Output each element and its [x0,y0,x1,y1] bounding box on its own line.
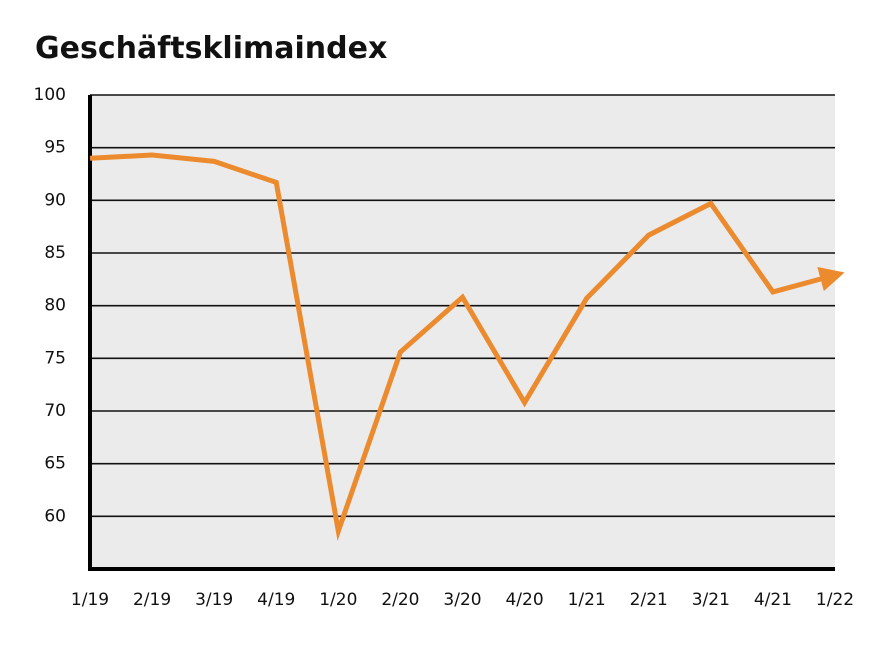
plot-background [90,95,835,569]
x-tick-label: 2/20 [381,590,419,610]
y-tick-label: 65 [44,454,66,474]
x-tick-label: 1/21 [568,590,606,610]
y-tick-label: 90 [44,190,66,210]
y-tick-label: 75 [44,348,66,368]
x-tick-label: 3/19 [195,590,233,610]
x-tick-label: 3/20 [443,590,481,610]
x-tick-label: 3/21 [692,590,730,610]
x-tick-label: 2/19 [133,590,171,610]
x-tick-label: 1/20 [319,590,357,610]
y-tick-label: 100 [34,85,66,105]
y-tick-label: 85 [44,243,66,263]
x-tick-label: 1/22 [816,590,854,610]
chart-title: Geschäftsklimaindex [35,31,387,66]
y-tick-label: 95 [44,138,66,158]
x-tick-label: 4/19 [257,590,295,610]
x-tick-label: 4/21 [754,590,792,610]
data-line [89,152,845,541]
y-tick-label: 80 [44,296,66,316]
y-tick-label: 70 [44,401,66,421]
x-tick-label: 2/21 [630,590,668,610]
y-tick-label: 60 [44,506,66,526]
x-tick-label: 1/19 [71,590,109,610]
x-tick-label: 4/20 [505,590,543,610]
